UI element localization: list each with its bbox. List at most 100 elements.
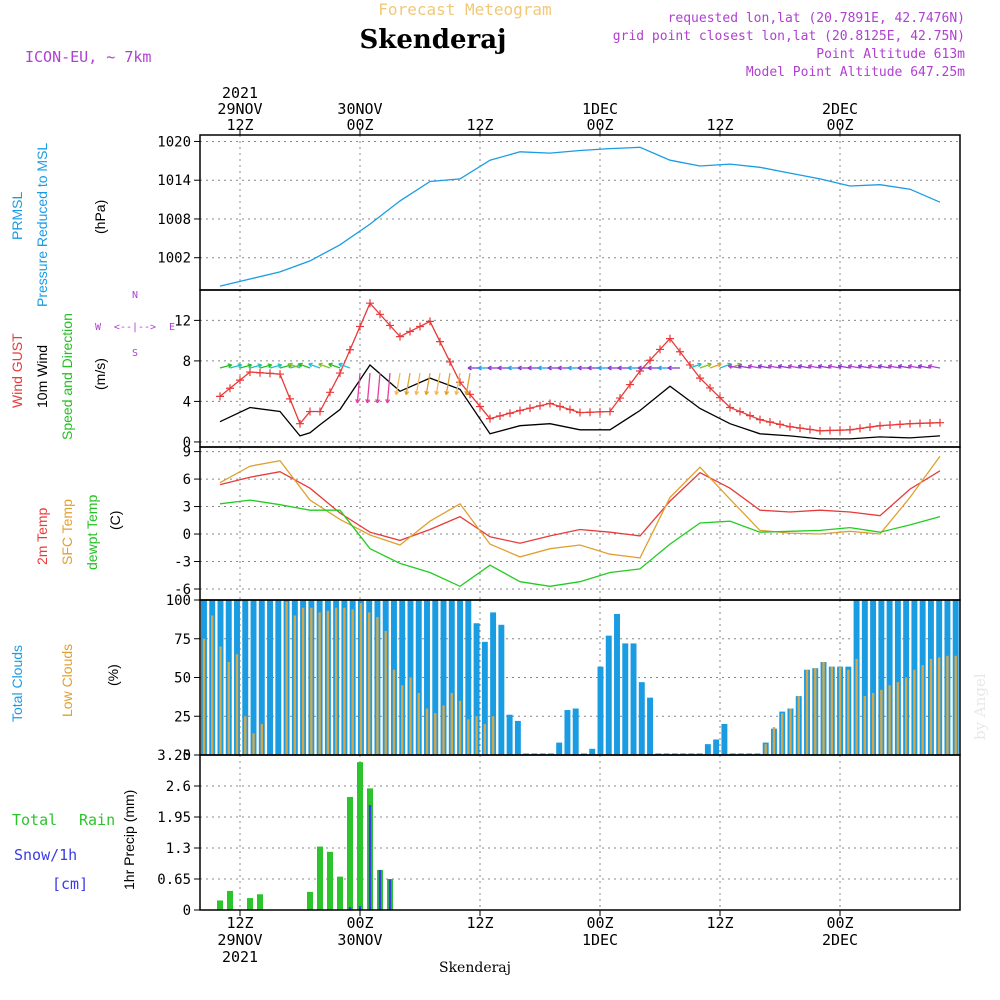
panel-3: 0 25 50 75 100: [166, 593, 960, 764]
wind-arrow-head: [277, 363, 283, 369]
snow-bar: [368, 805, 372, 910]
y-tick-label: 100: [166, 593, 191, 609]
total-cloud-bar: [870, 600, 877, 755]
total-cloud-bar: [506, 714, 513, 755]
label-pressure-msl: Pressure Reduced to MSL: [34, 143, 50, 307]
y-tick-label: 3.25: [157, 748, 191, 764]
low-cloud-bar: [219, 646, 222, 755]
wind-direction-arrow: [818, 365, 831, 369]
wind-arrow-head: [707, 362, 712, 368]
total-cloud-bar: [671, 753, 678, 755]
total-cloud-bar: [589, 748, 596, 755]
wind-arrow-head: [567, 365, 572, 371]
y-tick-label: 3: [183, 500, 191, 516]
watermark: by Angel: [971, 673, 989, 740]
y-tick-label: 0: [183, 527, 191, 543]
total-cloud-bar: [399, 600, 406, 755]
total-cloud-bar: [448, 600, 455, 755]
wind-arrow-head: [667, 365, 672, 371]
wind-direction-arrow: [465, 372, 471, 395]
label-precip: 1hr Precip (mm): [121, 790, 137, 890]
low-cloud-bar: [772, 727, 776, 755]
time-label-top: 2021: [222, 84, 258, 102]
wind-arrow-head: [477, 365, 482, 371]
low-cloud-bar: [921, 665, 924, 755]
gust-marker: [276, 370, 284, 379]
snow-bar: [358, 906, 362, 910]
wind-arrow-head: [257, 363, 263, 369]
y-tick-label: -3: [174, 555, 191, 571]
low-cloud-bar: [310, 607, 313, 755]
wind-direction-arrow: [366, 373, 371, 404]
y-tick-label: 25: [174, 709, 191, 725]
wind-direction-arrow: [219, 364, 232, 369]
total-cloud-bar: [572, 708, 579, 755]
gust-marker: [696, 374, 704, 383]
time-label-bottom: 00Z: [586, 914, 613, 932]
wind-arrow-head: [237, 363, 243, 369]
total-cloud-bar: [250, 600, 257, 755]
low-cloud-bar: [211, 615, 214, 755]
label-hpa: (hPa): [92, 200, 108, 234]
time-label-bottom: 12Z: [706, 914, 733, 932]
low-cloud-bar: [871, 693, 875, 755]
wind-arrow-head: [375, 399, 381, 404]
time-label-bottom: 29NOV: [217, 931, 262, 949]
wind-direction-arrow: [878, 365, 891, 369]
wind-arrow-head: [727, 364, 733, 369]
low-cloud-bar: [376, 617, 379, 755]
wind-direction-arrow: [308, 363, 321, 369]
wind-direction-arrow: [405, 372, 411, 395]
wind-arrow-head: [424, 390, 430, 396]
time-label-top: 00Z: [346, 116, 373, 134]
compass-east: E: [169, 322, 175, 333]
wind-direction-arrow: [808, 365, 821, 369]
wind-arrow-head: [617, 365, 622, 371]
wind-direction-arrow: [868, 365, 881, 369]
total-cloud-bar: [597, 666, 604, 755]
low-cloud-bar: [252, 733, 255, 755]
gust-marker: [846, 425, 854, 434]
gust-marker: [666, 334, 674, 343]
time-label-bottom: 1DEC: [582, 931, 618, 949]
panel-frame: [199, 446, 961, 601]
gust-marker: [496, 411, 504, 420]
label-ms: (m/s): [92, 358, 108, 390]
gust-marker: [926, 419, 934, 428]
time-label-top: 1DEC: [582, 100, 618, 118]
y-tick-label: 0.65: [157, 872, 191, 888]
rain-bar: [337, 876, 343, 910]
low-cloud-bar: [475, 716, 478, 755]
total-cloud-bar: [721, 724, 728, 755]
low-cloud-bar: [367, 612, 371, 755]
wind-direction-arrow: [239, 364, 252, 369]
rain-bar: [227, 890, 233, 910]
time-label-top: 12Z: [706, 116, 733, 134]
y-tick-label: 1014: [157, 173, 191, 189]
total-cloud-bar: [655, 753, 662, 755]
dewpt-line: [219, 499, 941, 588]
wind-arrow-head: [697, 362, 702, 368]
gust-marker: [426, 317, 434, 326]
wind-speed-line: [219, 364, 941, 440]
total-cloud-bar: [696, 753, 703, 755]
wind-direction-arrow: [748, 365, 761, 369]
wind-compass-icon: N S W E <--|-->: [95, 290, 175, 359]
wind-direction-arrow: [918, 365, 931, 369]
low-cloud-bar: [285, 601, 288, 755]
wind-direction-arrow: [386, 373, 391, 404]
gust-marker: [626, 380, 634, 389]
low-cloud-bar: [888, 685, 891, 755]
gust-marker: [336, 369, 344, 378]
wind-direction-arrow: [298, 363, 311, 369]
low-cloud-bar: [301, 607, 305, 755]
low-cloud-bar: [244, 716, 247, 755]
low-cloud-bar: [417, 693, 420, 755]
gust-marker: [676, 347, 684, 356]
wind-arrow-head: [318, 362, 323, 368]
grid-point-coords: grid point closest lon,lat (20.8125E, 42…: [613, 29, 965, 44]
total-cloud-bar: [638, 682, 645, 755]
time-label-bottom: 2021: [222, 948, 258, 966]
wind-direction-arrow: [288, 363, 301, 369]
